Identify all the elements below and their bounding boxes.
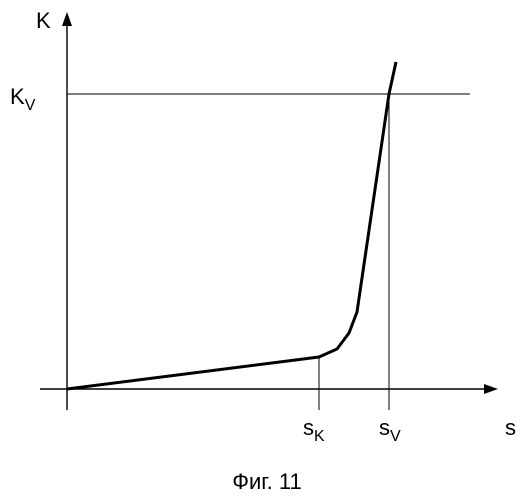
- kv-label: KV: [10, 84, 36, 114]
- sv-label: sV: [379, 415, 401, 445]
- sk-label: sK: [303, 415, 325, 445]
- y-axis-label: K: [36, 8, 51, 33]
- x-axis-arrowhead: [484, 384, 498, 394]
- characteristic-curve: [67, 62, 396, 389]
- figure-caption: Фиг. 11: [232, 469, 301, 494]
- x-axis-label: s: [505, 415, 516, 440]
- y-axis-arrowhead: [62, 12, 72, 26]
